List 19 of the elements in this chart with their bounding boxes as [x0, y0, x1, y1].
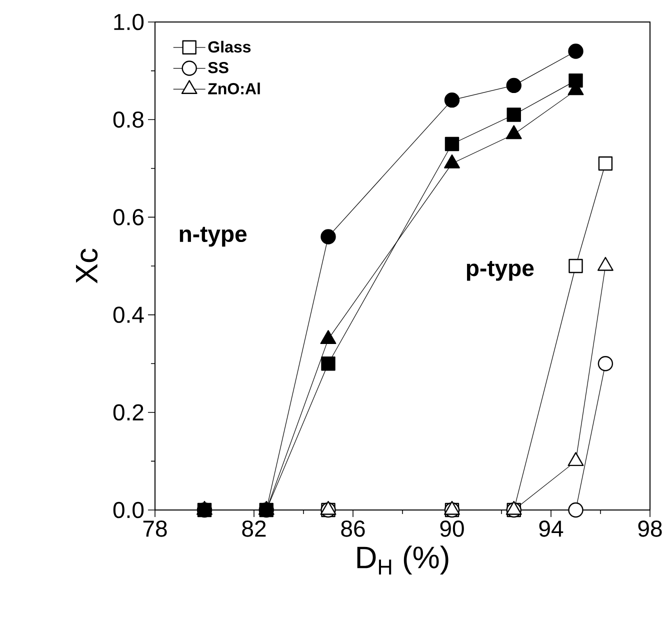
x-tick-label: 90	[440, 520, 464, 537]
x-axis-title: D$_{H}$ (%)	[357, 546, 448, 575]
y-axis-title: Xc	[76, 248, 98, 284]
x-tick-label: 98	[638, 520, 662, 537]
x-tick-label: 86	[341, 520, 365, 537]
x-tick-label: 82	[242, 520, 266, 537]
y-tick-label: 0.4	[113, 306, 144, 323]
legend-label: Glass	[208, 40, 251, 53]
x-tick-label: 94	[539, 520, 564, 537]
y-tick-label: 0.6	[113, 209, 144, 226]
y-tick-label: 0.0	[113, 502, 144, 518]
legend-label: ZnO:Al	[208, 82, 260, 94]
annotation: p-type	[466, 260, 534, 281]
annotation: n-type	[180, 226, 247, 247]
y-tick-label: 0.2	[113, 404, 144, 421]
legend-label: SS	[208, 62, 228, 74]
y-tick-label: 1.0	[114, 14, 144, 30]
y-tick-label: 0.8	[113, 111, 144, 128]
x-tick-label: 78	[143, 520, 167, 537]
